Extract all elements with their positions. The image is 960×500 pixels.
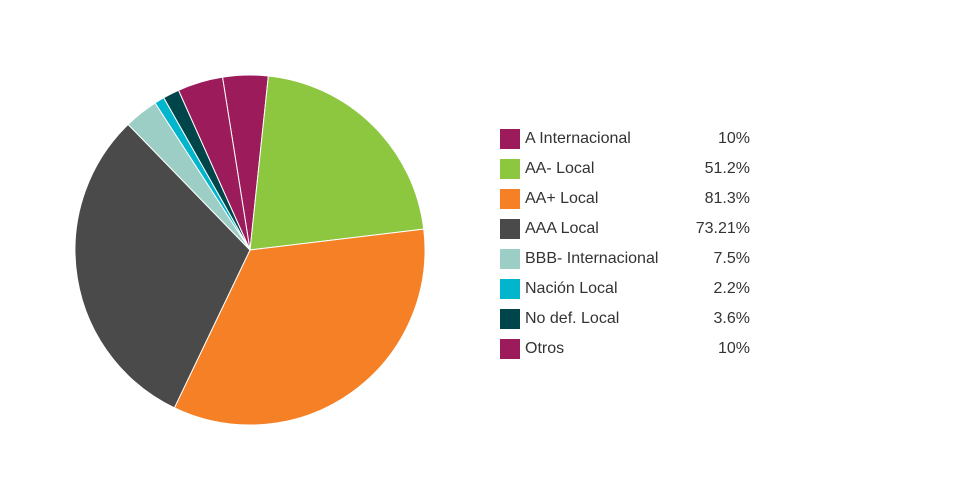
legend-swatch <box>500 249 520 269</box>
legend-value: 10% <box>717 340 750 357</box>
legend-value: 81.3% <box>704 190 750 207</box>
pie-chart <box>74 74 426 426</box>
pie-slice-aa-local[interactable] <box>249 75 425 251</box>
legend-value: 51.2% <box>704 160 750 177</box>
legend-label: AAA Local <box>525 220 599 237</box>
legend-label: A Internacional <box>525 130 631 147</box>
legend-swatch <box>500 189 520 209</box>
legend-item[interactable]: BBB- Internacional 7.5% <box>500 248 752 278</box>
legend-item[interactable]: Nación Local 2.2% <box>500 278 752 308</box>
legend-value: 3.6% <box>713 310 750 327</box>
legend: A Internacional 10% AA- Local 51.2% AA+ … <box>500 128 752 368</box>
legend-item[interactable]: AAA Local 73.21% <box>500 218 752 248</box>
legend-label: No def. Local <box>525 310 620 327</box>
legend-value: 10% <box>717 130 750 147</box>
pie-slice-aaa-local[interactable] <box>74 123 251 409</box>
legend-swatch <box>500 279 520 299</box>
legend-item[interactable]: AA+ Local 81.3% <box>500 188 752 218</box>
legend-item[interactable]: A Internacional 10% <box>500 128 752 158</box>
legend-item[interactable]: AA- Local 51.2% <box>500 158 752 188</box>
legend-item[interactable]: Otros 10% <box>500 338 752 368</box>
legend-swatch <box>500 159 520 179</box>
legend-label: AA- Local <box>525 160 595 177</box>
legend-label: Otros <box>525 340 565 357</box>
legend-swatch <box>500 309 520 329</box>
legend-swatch <box>500 129 520 149</box>
legend-label: BBB- Internacional <box>525 250 659 267</box>
legend-label: AA+ Local <box>525 190 599 207</box>
legend-value: 7.5% <box>713 250 750 267</box>
legend-swatch <box>500 339 520 359</box>
pie-slice-a-internacional[interactable] <box>177 76 251 251</box>
legend-swatch <box>500 219 520 239</box>
legend-label: Nación Local <box>525 280 618 297</box>
legend-value: 73.21% <box>695 220 750 237</box>
legend-value: 2.2% <box>713 280 750 297</box>
legend-item[interactable]: No def. Local 3.6% <box>500 308 752 338</box>
